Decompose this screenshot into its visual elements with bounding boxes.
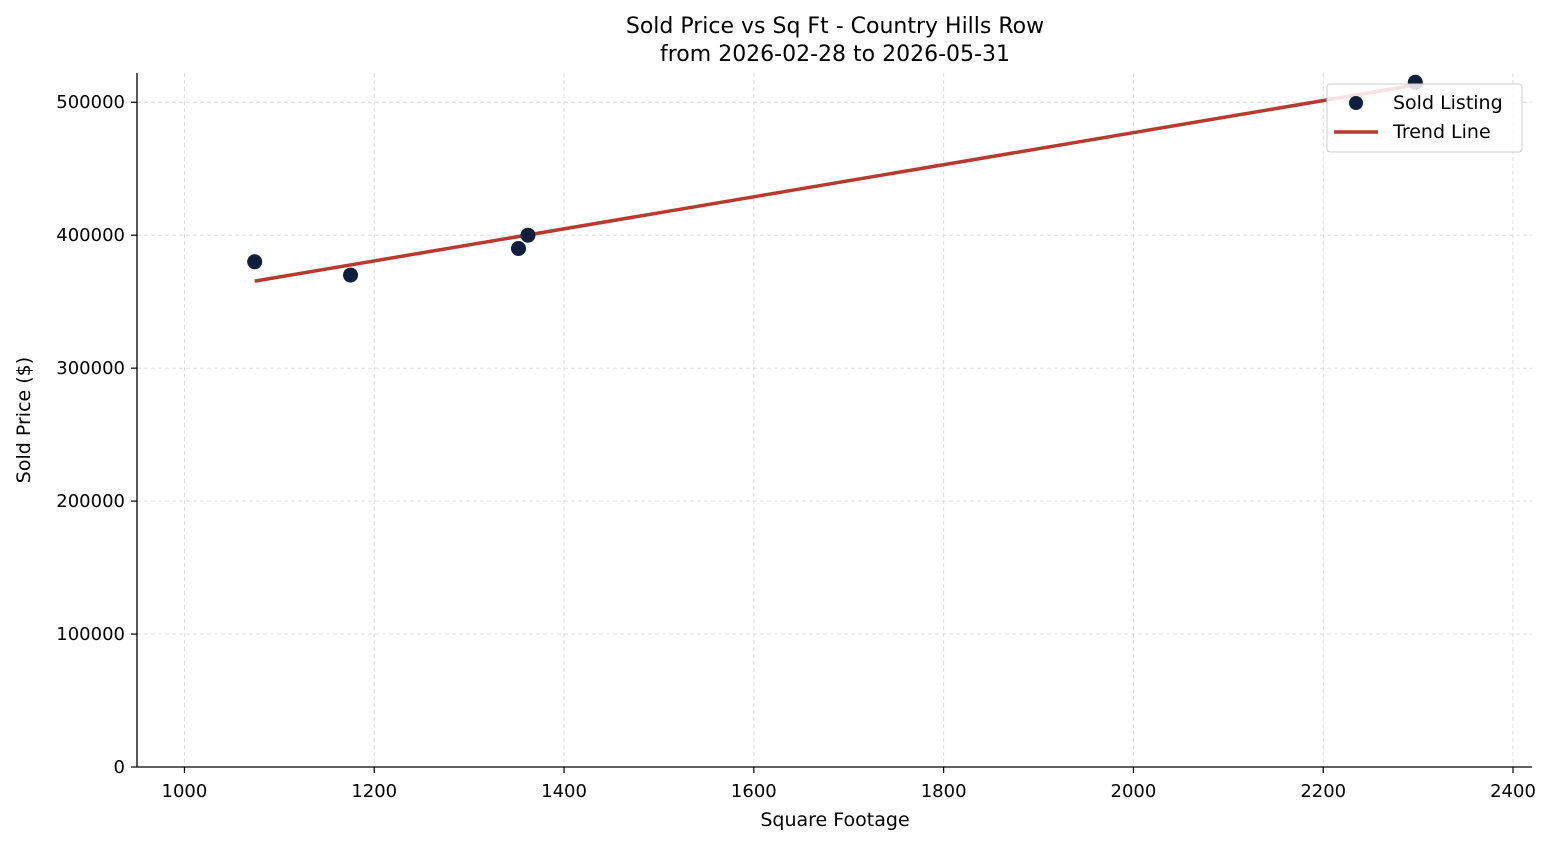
x-tick-label: 1600 bbox=[731, 781, 777, 802]
y-tick-label: 0 bbox=[114, 757, 125, 778]
trend-line-layer bbox=[254, 83, 1416, 283]
scatter-point bbox=[520, 227, 536, 243]
x-tick-label: 1200 bbox=[351, 781, 397, 802]
y-tick-label: 400000 bbox=[56, 225, 125, 246]
scatter-point bbox=[343, 267, 359, 283]
x-tick-label: 2000 bbox=[1111, 781, 1157, 802]
y-tick-label: 100000 bbox=[56, 624, 125, 645]
y-tick-label: 200000 bbox=[56, 491, 125, 512]
y-tick-label: 500000 bbox=[56, 92, 125, 113]
legend-label-trend-line: Trend Line bbox=[1392, 121, 1491, 143]
y-axis-label: Sold Price ($) bbox=[13, 357, 35, 483]
x-axis-label: Square Footage bbox=[760, 809, 909, 831]
y-tick-label: 300000 bbox=[56, 358, 125, 379]
x-axis-ticks: 1000 1200 1400 1600 1800 2000 2200 2400 bbox=[162, 767, 1536, 802]
scatter-point bbox=[510, 240, 526, 256]
legend: Sold Listing Trend Line bbox=[1326, 83, 1523, 153]
x-tick-label: 2200 bbox=[1300, 781, 1346, 802]
legend-label-sold-listing: Sold Listing bbox=[1393, 92, 1503, 114]
trend-line bbox=[254, 83, 1416, 283]
chart-subtitle: from 2026-02-28 to 2026-05-31 bbox=[660, 42, 1010, 67]
y-axis-ticks: 0 100000 200000 300000 400000 500000 bbox=[56, 92, 137, 778]
chart-title: Sold Price vs Sq Ft - Country Hills Row bbox=[626, 14, 1044, 39]
x-tick-label: 2400 bbox=[1490, 781, 1536, 802]
grid-lines bbox=[137, 73, 1532, 767]
x-tick-label: 1000 bbox=[162, 781, 208, 802]
x-tick-label: 1800 bbox=[921, 781, 967, 802]
scatter-point bbox=[247, 254, 263, 270]
legend-marker-sold-listing bbox=[1349, 96, 1363, 110]
legend-box bbox=[1326, 83, 1523, 153]
x-tick-label: 1400 bbox=[541, 781, 587, 802]
